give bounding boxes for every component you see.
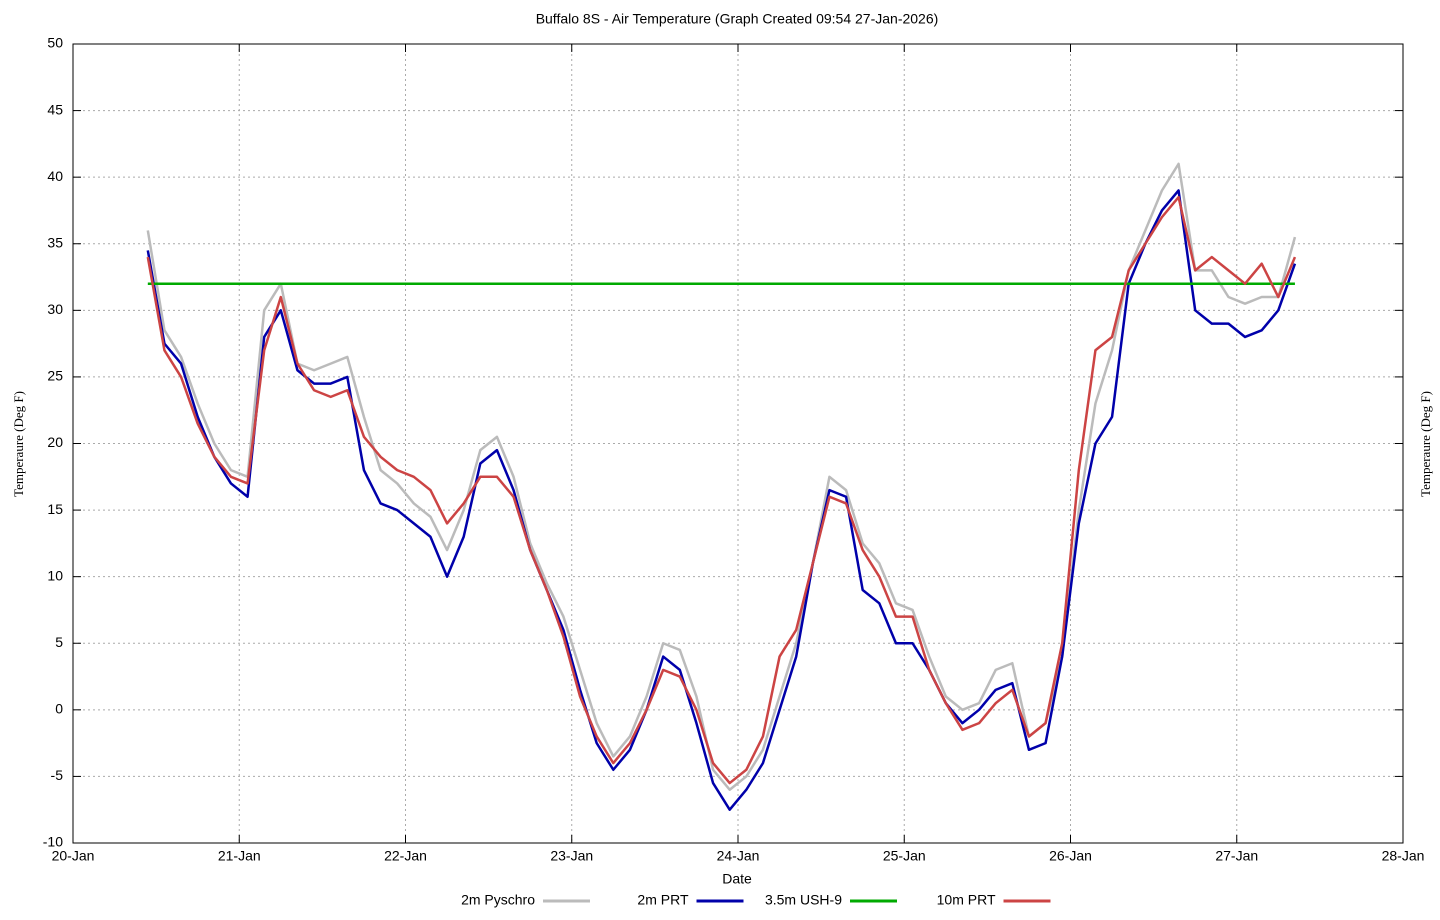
x-tick-label: 25-Jan: [883, 848, 926, 864]
chart-title: Buffalo 8S - Air Temperature (Graph Crea…: [536, 11, 939, 27]
y-tick-label: 15: [47, 501, 63, 517]
data-line: [146, 162, 1297, 791]
y-tick-label: 5: [55, 634, 63, 650]
y-tick-label: 0: [55, 701, 63, 717]
legend-label: 2m PRT: [637, 892, 689, 908]
y-tick-label: 25: [47, 368, 63, 384]
x-tick-label: 23-Jan: [550, 848, 593, 864]
y-axis-label: Temperaure (Deg F): [11, 391, 26, 497]
data-line: [146, 195, 1297, 785]
y-tick-label: -5: [51, 767, 64, 783]
legend-label: 10m PRT: [937, 892, 996, 908]
x-tick-label: 26-Jan: [1049, 848, 1092, 864]
x-tick-label: 24-Jan: [717, 848, 760, 864]
data-line: [146, 189, 1297, 811]
x-tick-label: 28-Jan: [1382, 848, 1425, 864]
y-tick-label: 35: [47, 234, 63, 250]
legend-label: 2m Pyschro: [461, 892, 535, 908]
y-tick-label: 10: [47, 567, 63, 583]
y-tick-label: 50: [47, 35, 63, 51]
y-axis-label-right: Temperaure (Deg F): [1418, 391, 1433, 497]
y-tick-label: 20: [47, 434, 63, 450]
plot-frame: [72, 43, 1404, 844]
y-tick-label: 30: [47, 301, 63, 317]
y-tick-label: -10: [43, 834, 63, 850]
x-axis-label: Date: [722, 871, 752, 887]
x-tick-label: 22-Jan: [384, 848, 427, 864]
x-tick-label: 21-Jan: [218, 848, 261, 864]
y-tick-label: 40: [47, 168, 63, 184]
y-tick-label: 45: [47, 101, 63, 117]
x-tick-label: 20-Jan: [52, 848, 95, 864]
x-tick-label: 27-Jan: [1215, 848, 1258, 864]
legend-label: 3.5m USH-9: [765, 892, 842, 908]
